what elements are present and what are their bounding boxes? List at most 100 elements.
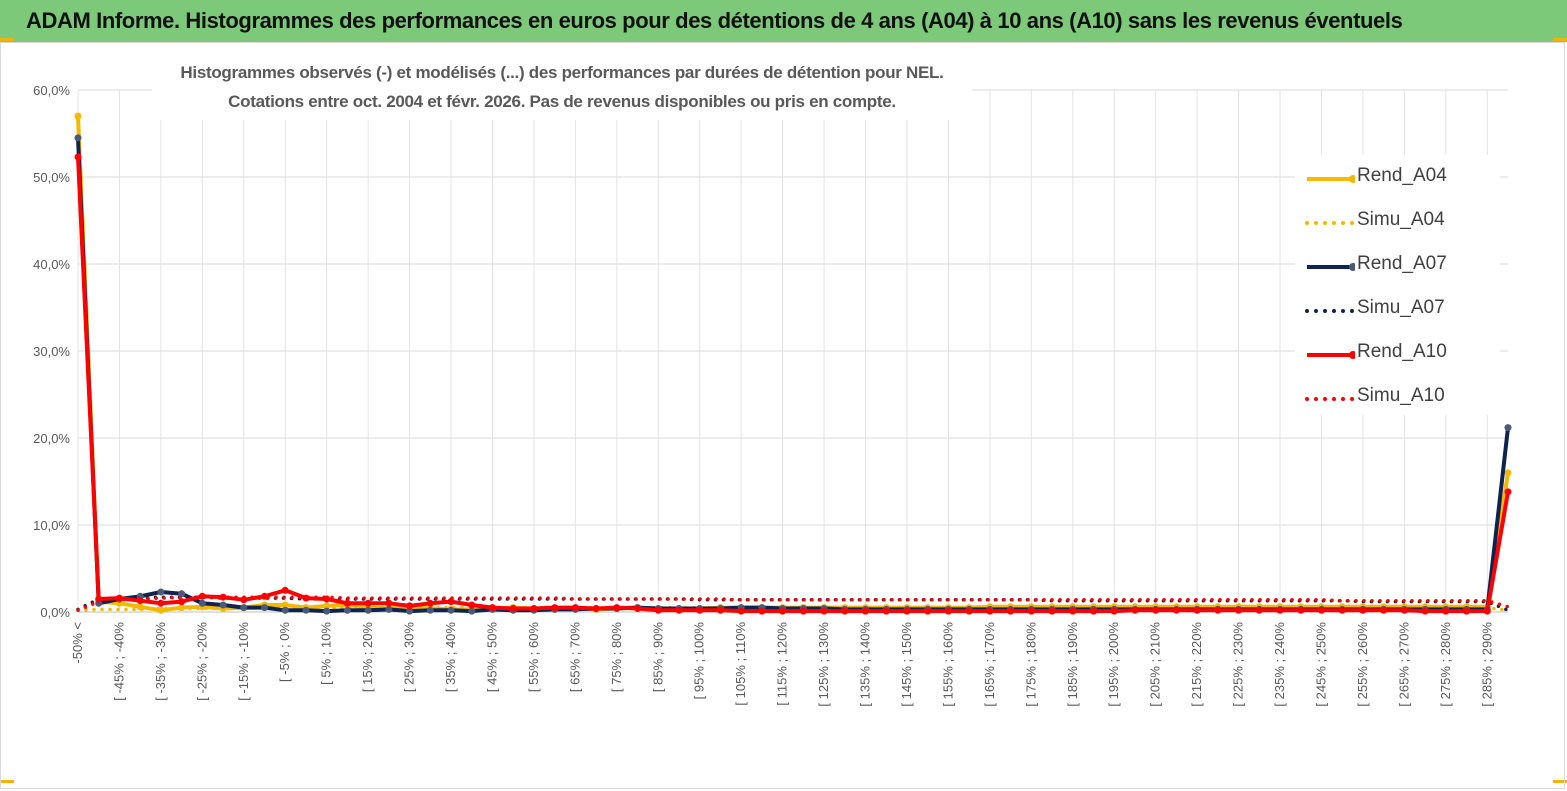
data-point-rend-a07 <box>426 606 434 614</box>
data-point-rend-a10 <box>406 602 414 610</box>
x-tick-label: [ 155% ; 160% <box>940 622 955 707</box>
x-tick-label: [ 115% ; 120% <box>775 622 790 706</box>
legend-item-rend-a04: Rend_A04 <box>1295 163 1495 193</box>
data-point-rend-a10 <box>571 604 579 612</box>
legend-item-simu-a04: Simu_A04 <box>1295 207 1495 237</box>
y-tick-label: 30,0% <box>33 344 70 359</box>
data-point-rend-a07 <box>219 601 227 609</box>
legend-symbol-rend-a07 <box>1307 263 1355 271</box>
x-tick-label: [ 125% ; 130% <box>816 622 831 707</box>
x-tick-label: [ 245% ; 250% <box>1313 622 1328 707</box>
data-point-rend-a10 <box>1007 607 1015 615</box>
x-tick-label: [ 65% ; 70% <box>567 622 582 693</box>
legend-item-simu-a07: Simu_A07 <box>1295 295 1495 325</box>
data-point-rend-a07 <box>240 604 248 612</box>
data-point-rend-a10 <box>1483 607 1491 615</box>
corner-mark-bottom-right <box>1553 780 1567 783</box>
data-point-rend-a10 <box>882 607 890 615</box>
data-point-rend-a10 <box>302 594 310 602</box>
data-point-rend-a07 <box>198 599 206 607</box>
x-tick-label: [ 25% ; 30% <box>402 622 417 693</box>
legend-item-simu-a10: Simu_A10 <box>1295 383 1495 413</box>
x-tick-label: [ 45% ; 50% <box>484 622 499 693</box>
legend-label-simu-a04: Simu_A04 <box>1357 209 1445 230</box>
data-point-rend-a04 <box>74 112 82 120</box>
data-point-rend-a10 <box>1110 607 1118 615</box>
data-point-rend-a10 <box>717 606 724 614</box>
chart-title-box <box>152 58 972 120</box>
corner-mark-top-left <box>0 38 14 41</box>
data-point-rend-a07 <box>74 134 82 142</box>
data-point-rend-a10 <box>696 606 704 614</box>
data-point-rend-a10 <box>737 607 745 615</box>
x-tick-label: [ 265% ; 270% <box>1396 622 1411 707</box>
series-line-rend-a10 <box>76 156 1510 614</box>
data-point-rend-a10 <box>1400 606 1408 614</box>
y-tick-label: 50,0% <box>33 170 70 185</box>
data-point-rend-a10 <box>219 593 227 601</box>
data-point-rend-a10 <box>509 605 517 612</box>
series-line-rend-a07 <box>76 137 1510 614</box>
data-point-rend-a10 <box>965 607 973 615</box>
x-tick-label: [ -35% ; -30% <box>153 622 168 701</box>
data-point-rend-a10 <box>1193 606 1201 614</box>
data-point-rend-a07 <box>261 604 268 612</box>
x-tick-label: [ 15% ; 20% <box>360 622 375 693</box>
x-tick-label: [ -25% ; -20% <box>194 622 209 701</box>
x-tick-label: [ 215% ; 220% <box>1189 622 1204 707</box>
data-point-rend-a10 <box>447 598 455 606</box>
x-tick-label: [ 165% ; 170% <box>982 622 997 707</box>
data-point-rend-a10 <box>1318 606 1325 614</box>
data-point-rend-a10 <box>1214 606 1222 614</box>
data-point-rend-a10 <box>281 586 289 594</box>
data-point-rend-a04 <box>281 601 289 609</box>
data-point-rend-a10 <box>1338 606 1346 614</box>
x-tick-label: [ 195% ; 200% <box>1106 622 1121 707</box>
data-point-rend-a10 <box>95 595 103 603</box>
y-tick-labels: 0,0% 10,0% 20,0% 30,0% 40,0% 50,0% 60,0% <box>33 83 70 620</box>
data-point-rend-a10 <box>820 607 828 615</box>
x-tick-label: [ 255% ; 260% <box>1355 622 1370 707</box>
x-tick-label: -50% < <box>70 622 85 664</box>
x-tick-label: [ 235% ; 240% <box>1272 622 1287 707</box>
data-point-rend-a10 <box>944 607 952 615</box>
data-point-rend-a10 <box>654 606 662 614</box>
header-title: ADAM Informe. Histogrammes des performan… <box>26 8 1403 33</box>
data-point-rend-a10 <box>1090 607 1097 615</box>
legend-label-rend-a04: Rend_A04 <box>1357 165 1447 186</box>
data-point-rend-a10 <box>1048 607 1056 615</box>
data-point-rend-a10 <box>551 604 559 612</box>
legend-item-rend-a07: Rend_A07 <box>1295 251 1495 281</box>
x-tick-label: [ 285% ; 290% <box>1479 622 1494 707</box>
legend-label-rend-a07: Rend_A07 <box>1357 253 1447 274</box>
legend-symbol-simu-a10 <box>1305 397 1355 401</box>
data-point-rend-a10 <box>903 607 911 615</box>
data-point-rend-a10 <box>1359 606 1367 614</box>
data-point-rend-a10 <box>986 607 994 615</box>
data-point-rend-a10 <box>1504 488 1512 496</box>
data-point-rend-a04 <box>136 603 144 611</box>
data-point-rend-a10 <box>385 599 393 607</box>
data-point-rend-a04 <box>1504 469 1512 477</box>
chart-title-line1: Histogrammes observés (-) et modélisés (… <box>180 63 944 82</box>
x-tick-label: [ 135% ; 140% <box>858 622 873 707</box>
chart-frame <box>0 42 1565 789</box>
data-point-rend-a10 <box>323 595 331 603</box>
x-tick-label: [ -45% ; -40% <box>111 622 126 701</box>
data-point-rend-a10 <box>1442 607 1450 615</box>
data-point-rend-a10 <box>1152 606 1160 614</box>
data-point-rend-a10 <box>74 153 82 161</box>
data-point-rend-a07 <box>468 607 476 615</box>
legend-symbol-rend-a04 <box>1307 175 1355 183</box>
grid-layer <box>77 89 1508 613</box>
data-point-rend-a10 <box>343 599 351 607</box>
data-point-rend-a10 <box>862 607 869 615</box>
data-point-rend-a10 <box>613 604 621 612</box>
data-point-rend-a10 <box>1069 607 1077 615</box>
data-point-rend-a10 <box>1421 607 1429 615</box>
x-tick-labels: -50% < [ -45% ; -40% [ -35% ; -30% [ -25% ;… <box>70 622 1494 707</box>
data-point-rend-a10 <box>675 606 683 614</box>
data-point-rend-a04 <box>157 606 165 614</box>
data-point-rend-a10 <box>841 607 849 615</box>
